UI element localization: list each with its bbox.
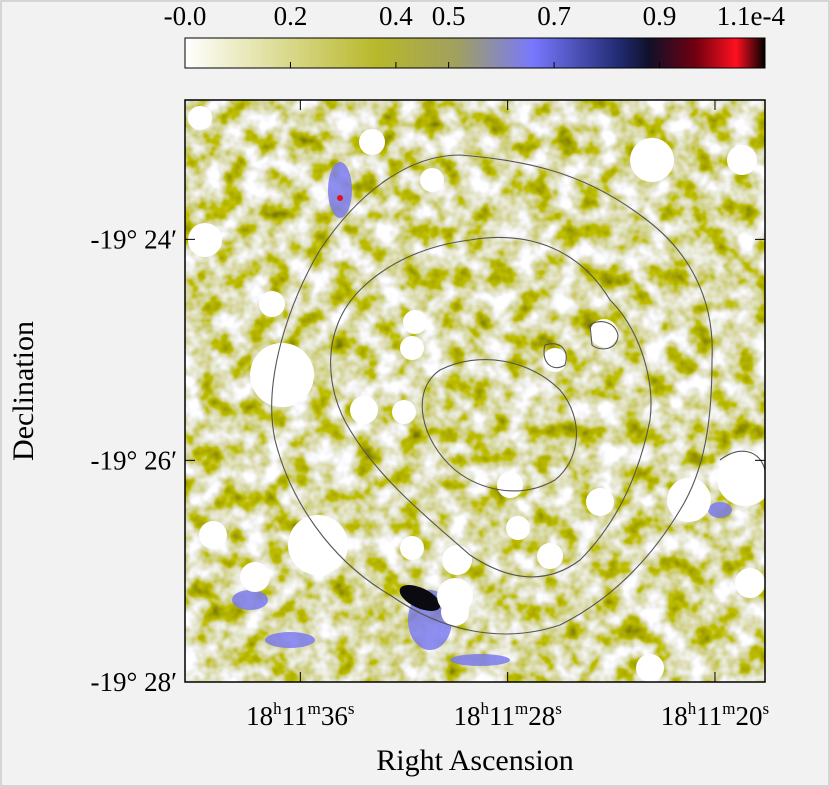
x-tick-label: 18h11m28s [453,699,561,731]
y-tick-label: -19° 24′ [91,224,177,254]
colorbar-tick-label: 0.2 [274,1,308,31]
y-tick-label: -19° 26′ [91,445,177,475]
plot-frame [184,99,766,683]
x-tick-label: 18h11m20s [661,699,769,731]
red-peak [337,195,343,201]
x-tick-label: 18h11m36s [246,699,354,731]
colorbar [184,37,766,69]
colorbar-tick-label: 0.7 [537,1,571,31]
colorbar-tick-label: 0.4 [379,1,413,31]
y-axis-title: Declination [7,321,40,461]
contours [271,154,765,635]
sky-image [185,100,765,682]
colorbar-tick-label: 0.5 [432,1,466,31]
masked-sources [188,106,765,682]
y-tick-label: -19° 28′ [91,667,177,697]
dark-source [399,585,441,611]
colorbar-tick-label: -0.0 [164,1,207,31]
colorbar-tick-label: 0.9 [643,1,677,31]
colorbar-tick-label: 1.1e-4 [717,1,786,31]
x-axis-title: Right Ascension [376,744,574,777]
